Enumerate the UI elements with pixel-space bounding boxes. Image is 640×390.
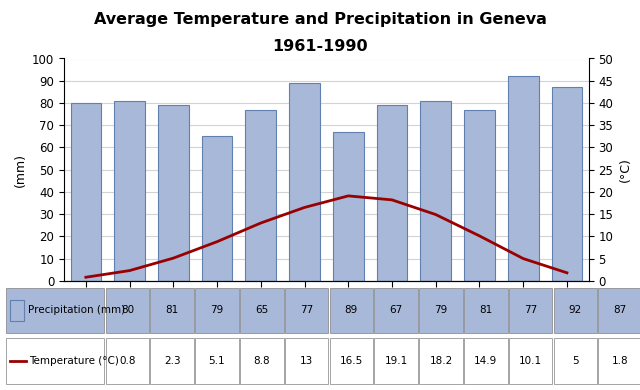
Y-axis label: (°C): (°C) — [619, 157, 632, 182]
Text: 79: 79 — [211, 305, 223, 316]
Text: 65: 65 — [255, 305, 268, 316]
Text: Precipitation (mm): Precipitation (mm) — [28, 305, 125, 316]
Text: 0.8: 0.8 — [119, 356, 136, 366]
Text: 2.3: 2.3 — [164, 356, 180, 366]
Text: 79: 79 — [435, 305, 447, 316]
Text: 5.1: 5.1 — [209, 356, 225, 366]
Text: Temperature (°C): Temperature (°C) — [29, 356, 119, 366]
FancyBboxPatch shape — [195, 288, 239, 333]
Text: 1.8: 1.8 — [612, 356, 628, 366]
Bar — [420, 101, 451, 281]
FancyBboxPatch shape — [374, 288, 418, 333]
FancyBboxPatch shape — [509, 288, 552, 333]
Text: 5: 5 — [572, 356, 579, 366]
FancyBboxPatch shape — [464, 288, 508, 333]
FancyBboxPatch shape — [285, 339, 328, 384]
FancyBboxPatch shape — [598, 339, 640, 384]
Bar — [246, 110, 276, 281]
Bar — [552, 87, 582, 281]
Text: 92: 92 — [569, 305, 582, 316]
Text: 89: 89 — [345, 305, 358, 316]
Text: 87: 87 — [614, 305, 627, 316]
FancyBboxPatch shape — [374, 339, 418, 384]
FancyBboxPatch shape — [150, 339, 194, 384]
Bar — [70, 103, 101, 281]
FancyBboxPatch shape — [6, 288, 104, 333]
Text: 13: 13 — [300, 356, 313, 366]
Text: 19.1: 19.1 — [385, 356, 408, 366]
Bar — [333, 132, 364, 281]
FancyBboxPatch shape — [150, 288, 194, 333]
Text: 67: 67 — [390, 305, 403, 316]
Text: 81: 81 — [166, 305, 179, 316]
Text: 80: 80 — [121, 305, 134, 316]
FancyBboxPatch shape — [10, 300, 24, 321]
Text: 18.2: 18.2 — [429, 356, 452, 366]
FancyBboxPatch shape — [554, 288, 597, 333]
Bar — [377, 105, 407, 281]
Y-axis label: (mm): (mm) — [13, 152, 26, 187]
Text: 77: 77 — [524, 305, 537, 316]
Bar — [508, 76, 538, 281]
FancyBboxPatch shape — [240, 288, 284, 333]
Text: 8.8: 8.8 — [253, 356, 270, 366]
Bar — [464, 110, 495, 281]
FancyBboxPatch shape — [509, 339, 552, 384]
FancyBboxPatch shape — [419, 339, 463, 384]
FancyBboxPatch shape — [285, 288, 328, 333]
FancyBboxPatch shape — [6, 339, 104, 384]
Text: 10.1: 10.1 — [519, 356, 542, 366]
FancyBboxPatch shape — [195, 339, 239, 384]
Text: Average Temperature and Precipitation in Geneva: Average Temperature and Precipitation in… — [93, 12, 547, 27]
FancyBboxPatch shape — [419, 288, 463, 333]
FancyBboxPatch shape — [106, 288, 149, 333]
Text: 81: 81 — [479, 305, 492, 316]
FancyBboxPatch shape — [330, 288, 373, 333]
Text: 14.9: 14.9 — [474, 356, 497, 366]
Bar — [115, 101, 145, 281]
FancyBboxPatch shape — [598, 288, 640, 333]
FancyBboxPatch shape — [106, 339, 149, 384]
Bar — [158, 105, 189, 281]
Text: 77: 77 — [300, 305, 313, 316]
FancyBboxPatch shape — [330, 339, 373, 384]
Text: 1961-1990: 1961-1990 — [272, 39, 368, 54]
FancyBboxPatch shape — [554, 339, 597, 384]
FancyBboxPatch shape — [240, 339, 284, 384]
Bar — [289, 83, 320, 281]
Text: 16.5: 16.5 — [340, 356, 363, 366]
FancyBboxPatch shape — [464, 339, 508, 384]
Bar — [202, 136, 232, 281]
